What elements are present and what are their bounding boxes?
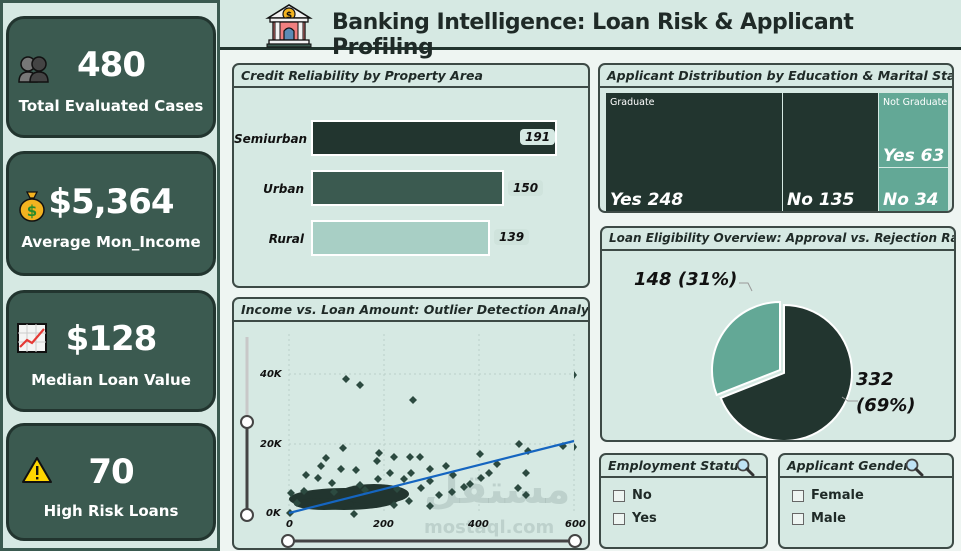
kpi-sidebar: 480 Total Evaluated Cases $ $5,364 Avera…	[0, 0, 220, 551]
y-tick-label: 20K	[260, 439, 282, 450]
income-loan-scatter-panel: Income vs. Loan Amount: Outlier Detectio…	[232, 297, 590, 550]
slicer-option-male[interactable]: Male	[792, 511, 846, 526]
scatter-plot	[240, 334, 582, 548]
treemap-cell-label: Yes 63	[883, 146, 945, 166]
treemap-cell-notgrad-no[interactable]: No 34	[879, 168, 948, 211]
svg-text:$: $	[286, 11, 292, 21]
bar-rural[interactable]	[311, 220, 490, 256]
kpi-card-median-loan: $128 Median Loan Value	[6, 290, 216, 412]
treemap-cell-graduate-no[interactable]: No 135	[783, 93, 878, 211]
money-bag-icon: $	[17, 188, 47, 226]
kpi-label: Median Loan Value	[31, 371, 191, 389]
pie-slice-approved[interactable]	[719, 303, 853, 441]
svg-text:$: $	[27, 202, 37, 220]
panel-title: Loan Eligibility Overview: Approval vs. …	[602, 228, 954, 251]
people-icon	[17, 55, 51, 87]
page-header: $ Banking Intelligence: Loan Risk & Appl…	[220, 0, 961, 60]
panel-title: Income vs. Loan Amount: Outlier Detectio…	[234, 299, 588, 322]
trend-line	[288, 439, 575, 515]
kpi-value: $5,364	[48, 182, 174, 222]
y-range-slider-handle-bottom[interactable]	[240, 508, 254, 522]
search-icon[interactable]	[735, 457, 755, 481]
y-range-slider-handle-top[interactable]	[240, 415, 254, 429]
slicer-option-label: Female	[811, 488, 864, 503]
x-range-slider-handle-left[interactable]	[281, 534, 295, 548]
kpi-card-total-cases: 480 Total Evaluated Cases	[6, 16, 216, 138]
bar-category-label: Rural	[268, 232, 304, 246]
bar-category-label: Urban	[263, 182, 304, 196]
bar-semiurban[interactable]	[311, 120, 557, 156]
search-icon[interactable]	[904, 457, 924, 481]
kpi-label: Average Mon_Income	[21, 233, 201, 251]
kpi-value: 480	[77, 45, 146, 85]
pie-chart	[710, 282, 858, 441]
pie-label-rejected: 148 (31%)	[634, 269, 738, 290]
slicer-option-yes[interactable]: Yes	[613, 511, 657, 526]
y-tick-label: 40K	[260, 369, 282, 380]
y-tick-label: 0K	[266, 508, 281, 519]
treemap-group-label: Not Graduate	[883, 97, 948, 108]
kpi-card-average-income: $ $5,364 Average Mon_Income	[6, 151, 216, 276]
slicer-option-label: No	[632, 488, 652, 503]
treemap-cell-graduate-yes[interactable]: Graduate Yes 248	[606, 93, 782, 211]
page-title: Banking Intelligence: Loan Risk & Applic…	[332, 10, 854, 60]
slicer-option-label: Yes	[632, 511, 657, 526]
chart-increasing-icon	[17, 323, 47, 357]
bar-value: 139	[494, 229, 530, 245]
kpi-card-high-risk: 70 High Risk Loans	[6, 423, 216, 541]
checkbox[interactable]	[613, 512, 625, 525]
panel-title: Credit Reliability by Property Area	[234, 65, 588, 88]
x-tick-label: 0	[286, 519, 293, 530]
treemap-group-label: Graduate	[610, 97, 655, 108]
education-marital-treemap-panel: Applicant Distribution by Education & Ma…	[598, 63, 954, 213]
treemap-cell-label: No 135	[787, 190, 855, 210]
bar-value: 191	[520, 129, 556, 145]
slicer-option-female[interactable]: Female	[792, 488, 864, 503]
applicant-gender-slicer: Applicant Gender Female Male	[778, 453, 954, 549]
treemap-cell-notgrad-yes[interactable]: Not Graduate Yes 63	[879, 93, 948, 167]
bar-value: 150	[508, 180, 544, 196]
checkbox[interactable]	[792, 489, 804, 502]
warning-icon	[21, 456, 53, 488]
treemap-cell-label: No 34	[883, 190, 939, 210]
checkbox[interactable]	[792, 512, 804, 525]
kpi-value: $128	[65, 319, 158, 359]
bank-building-dollar-icon: $	[264, 2, 314, 48]
panel-title: Applicant Distribution by Education & Ma…	[600, 65, 952, 88]
x-tick-label: 400	[468, 519, 489, 530]
slicer-option-label: Male	[811, 511, 846, 526]
credit-reliability-panel: Credit Reliability by Property Area Semi…	[232, 63, 590, 288]
scatter-points[interactable]	[286, 371, 577, 518]
kpi-value: 70	[88, 452, 134, 492]
watermark-url: mostaql.com	[424, 517, 555, 538]
kpi-label: High Risk Loans	[43, 502, 179, 520]
pie-label-approved-count: 332	[856, 369, 894, 390]
slicer-option-no[interactable]: No	[613, 488, 652, 503]
loan-eligibility-pie-panel: Loan Eligibility Overview: Approval vs. …	[600, 226, 956, 442]
pie-leader-line	[739, 282, 753, 292]
x-range-slider-handle-right[interactable]	[568, 534, 582, 548]
pie-slice-rejected[interactable]	[710, 300, 781, 397]
panel-title: Employment Status.	[601, 455, 766, 478]
x-tick-label: 200	[373, 519, 394, 530]
panel-title: Applicant Gender	[780, 455, 952, 478]
pie-label-approved-percent: (69%)	[856, 395, 916, 416]
x-tick-label: 600	[565, 519, 586, 530]
pie-leader-line	[841, 396, 858, 402]
bar-category-label: Semiurban	[234, 132, 308, 146]
employment-status-slicer: Employment Status. No Yes	[599, 453, 768, 549]
checkbox[interactable]	[613, 489, 625, 502]
kpi-label: Total Evaluated Cases	[18, 97, 204, 115]
watermark-arabic: مستقل	[424, 467, 571, 513]
bar-urban[interactable]	[311, 170, 504, 206]
treemap-cell-label: Yes 248	[610, 190, 684, 210]
